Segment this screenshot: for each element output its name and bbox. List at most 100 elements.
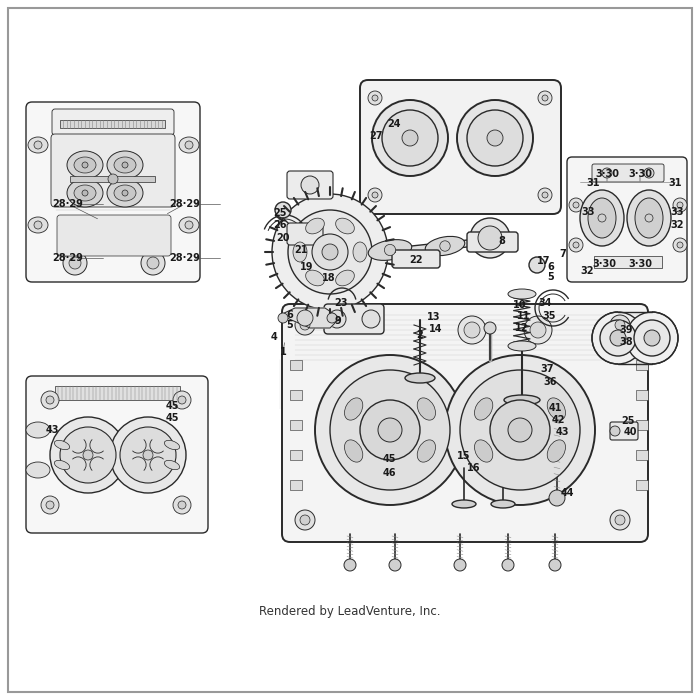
Circle shape (592, 312, 644, 364)
Circle shape (143, 450, 153, 460)
Circle shape (372, 192, 378, 198)
Circle shape (569, 198, 583, 212)
Text: 33: 33 (581, 207, 595, 217)
Circle shape (677, 242, 683, 248)
Circle shape (402, 130, 418, 146)
Circle shape (502, 559, 514, 571)
Ellipse shape (26, 462, 50, 478)
Ellipse shape (336, 270, 354, 286)
Text: 17: 17 (538, 256, 551, 266)
FancyBboxPatch shape (287, 171, 333, 199)
Circle shape (46, 501, 54, 509)
Text: 1: 1 (279, 347, 286, 357)
Circle shape (644, 330, 660, 346)
Circle shape (490, 400, 550, 460)
Text: 15: 15 (457, 451, 470, 461)
FancyBboxPatch shape (467, 232, 518, 252)
Text: 36: 36 (543, 377, 556, 387)
Circle shape (610, 426, 620, 436)
Ellipse shape (306, 270, 324, 286)
Circle shape (330, 370, 450, 490)
Text: 35: 35 (542, 311, 556, 321)
FancyBboxPatch shape (610, 422, 638, 440)
Circle shape (634, 320, 670, 356)
Text: 28·29: 28·29 (169, 253, 200, 263)
Text: 27: 27 (370, 131, 383, 141)
Text: 42: 42 (552, 415, 565, 425)
Ellipse shape (547, 440, 566, 462)
Text: 3·30: 3·30 (628, 259, 652, 269)
Circle shape (524, 316, 552, 344)
Circle shape (645, 214, 653, 222)
Text: 13: 13 (427, 312, 441, 322)
Circle shape (360, 400, 420, 460)
Text: Rendered by LeadVenture, Inc.: Rendered by LeadVenture, Inc. (259, 606, 441, 619)
Text: 45: 45 (165, 413, 178, 423)
Bar (70, 176, 155, 182)
FancyBboxPatch shape (52, 109, 174, 135)
Ellipse shape (344, 440, 363, 462)
Text: 39: 39 (620, 325, 633, 335)
Circle shape (328, 310, 346, 328)
Circle shape (600, 320, 636, 356)
Ellipse shape (417, 440, 435, 462)
Bar (636, 360, 648, 370)
Text: 40: 40 (623, 427, 637, 437)
Text: 19: 19 (300, 262, 314, 272)
Bar (636, 390, 648, 400)
Text: 6: 6 (286, 310, 293, 320)
Text: 46: 46 (382, 468, 396, 478)
Circle shape (626, 312, 678, 364)
Circle shape (602, 168, 612, 178)
Ellipse shape (547, 398, 566, 420)
Bar (636, 450, 648, 460)
Circle shape (508, 418, 532, 442)
Ellipse shape (74, 157, 96, 173)
Circle shape (173, 391, 191, 409)
Text: 9: 9 (335, 316, 342, 326)
Ellipse shape (452, 500, 476, 508)
Ellipse shape (336, 218, 354, 234)
Text: 43: 43 (46, 425, 59, 435)
FancyBboxPatch shape (287, 223, 323, 245)
Ellipse shape (580, 190, 624, 246)
Ellipse shape (588, 198, 616, 238)
Ellipse shape (368, 239, 412, 260)
Ellipse shape (55, 461, 69, 470)
Circle shape (478, 226, 502, 250)
Text: 14: 14 (429, 324, 442, 334)
FancyBboxPatch shape (282, 304, 648, 542)
Circle shape (295, 510, 315, 530)
Circle shape (372, 95, 378, 101)
Text: 41: 41 (548, 403, 561, 413)
Circle shape (315, 355, 465, 505)
Circle shape (458, 316, 486, 344)
Circle shape (275, 202, 291, 218)
Text: 22: 22 (410, 255, 423, 265)
Text: 2: 2 (416, 330, 424, 340)
Circle shape (46, 396, 54, 404)
Text: 21: 21 (294, 245, 308, 255)
Bar (290, 480, 302, 490)
FancyBboxPatch shape (392, 250, 440, 268)
Ellipse shape (164, 440, 180, 449)
Text: 44: 44 (560, 488, 574, 498)
Circle shape (569, 238, 583, 252)
Circle shape (110, 417, 186, 493)
Ellipse shape (417, 398, 435, 420)
Text: 32: 32 (580, 266, 594, 276)
Text: 25: 25 (273, 208, 287, 218)
FancyBboxPatch shape (567, 157, 687, 282)
Circle shape (122, 162, 128, 168)
Circle shape (677, 202, 683, 208)
Ellipse shape (28, 137, 48, 153)
Circle shape (598, 214, 606, 222)
Circle shape (644, 168, 654, 178)
Circle shape (185, 221, 193, 229)
Bar (290, 450, 302, 460)
Circle shape (470, 218, 510, 258)
Text: 16: 16 (468, 463, 481, 473)
Circle shape (382, 110, 438, 166)
Circle shape (34, 141, 42, 149)
Ellipse shape (164, 461, 180, 470)
